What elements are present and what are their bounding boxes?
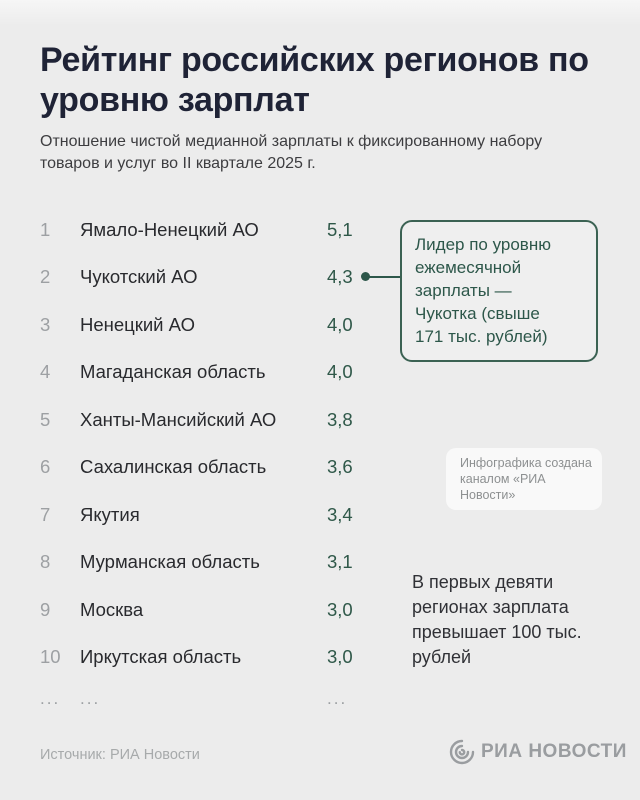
page-title: Рейтинг российских регионов по уровню за… [40,41,589,119]
page-subtitle: Отношение чистой медианной зарплаты к фи… [40,133,543,172]
value-cell: 3,4 [327,503,353,525]
region-cell: Мурманская область [80,551,260,573]
rank-cell: 2 [40,266,51,288]
value-cell: 4,0 [327,313,353,335]
value-cell: ... [327,689,348,708]
table-row: 2 Чукотский АО 4,3 [40,254,372,302]
region-cell: Якутия [80,503,140,525]
table-row: 4 Магаданская область 4,0 [40,349,372,397]
region-cell: ... [80,689,101,708]
leader-callout-text: Лидер по уровню ежемесячной зарплаты — Ч… [415,235,551,346]
rank-cell: ... [40,689,61,708]
table-row: 3 Ненецкий АО 4,0 [40,301,372,349]
table-row: 6 Сахалинская область 3,6 [40,444,372,492]
value-cell: 3,8 [327,408,353,430]
infographic-credit-text: Инфографика создана каналом «РИА Новости… [460,456,592,502]
rank-cell: 5 [40,408,51,430]
ria-globe-icon [449,739,475,765]
value-cell: 3,0 [327,646,353,668]
value-cell: 4,3 [327,266,353,288]
value-cell: 3,6 [327,456,353,478]
annotation-note: В первых девяти регионах зарплата превыш… [412,570,602,670]
callout-connector-line [368,275,400,278]
rank-cell: 8 [40,551,51,573]
value-cell: 5,1 [327,218,353,240]
rank-cell: 6 [40,456,51,478]
region-cell: Иркутская область [80,646,242,668]
rank-cell: 7 [40,503,51,525]
table-row: 8 Мурманская область 3,1 [40,539,372,587]
rank-cell: 9 [40,598,51,620]
value-cell: 3,1 [327,551,353,573]
region-cell: Москва [80,598,144,620]
region-cell: Ханты-Мансийский АО [80,408,277,430]
leader-callout: Лидер по уровню ежемесячной зарплаты — Ч… [400,220,598,362]
table-row: ......... [40,681,372,717]
rank-cell: 10 [40,646,61,668]
rank-cell: 1 [40,218,51,240]
callout-connector-dot [361,272,370,281]
region-cell: Чукотский АО [80,266,198,288]
table-row: 7 Якутия 3,4 [40,491,372,539]
region-cell: Ненецкий АО [80,313,195,335]
source-label: Источник: РИА Новости [40,747,200,763]
value-cell: 4,0 [327,361,353,383]
rank-cell: 4 [40,361,51,383]
region-cell: Сахалинская область [80,456,267,478]
region-cell: Ямало-Ненецкий АО [80,218,259,240]
ria-novosti-logo: РИА НОВОСТИ [449,739,627,765]
ranking-list: 1 Ямало-Ненецкий АО 5,1 2 Чукотский АО 4,3 3 Не… [40,206,372,717]
rank-cell: 3 [40,313,51,335]
table-row: 9 Москва 3,0 [40,586,372,634]
annotation-note-text: В первых девяти регионах зарплата превыш… [412,572,582,667]
ria-logo-text: РИА НОВОСТИ [481,741,627,762]
table-row: 5 Ханты-Мансийский АО 3,8 [40,396,372,444]
table-row: 10 Иркутская область 3,0 [40,634,372,682]
value-cell: 3,0 [327,598,353,620]
region-cell: Магаданская область [80,361,266,383]
table-row: 1 Ямало-Ненецкий АО 5,1 [40,206,372,254]
infographic-credit-badge: Инфографика создана каналом «РИА Новости… [446,448,602,510]
